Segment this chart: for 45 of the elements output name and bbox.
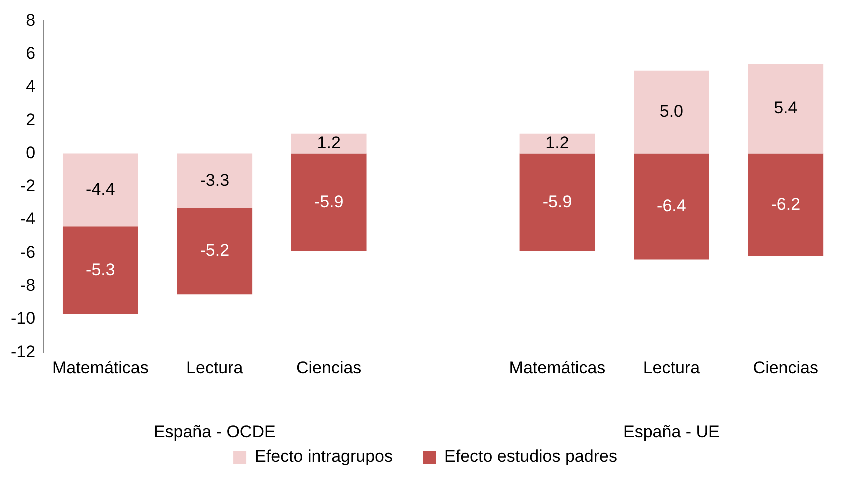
data-label: 1.2 xyxy=(546,134,570,153)
y-tick-label: 8 xyxy=(26,10,36,30)
y-tick-label: 4 xyxy=(26,77,36,96)
bar xyxy=(748,154,824,256)
y-tick-label: -2 xyxy=(20,176,36,196)
bar xyxy=(291,134,367,154)
x-tick-label: Ciencias xyxy=(753,358,818,378)
y-tick-label: 0 xyxy=(26,143,36,162)
bar xyxy=(748,64,824,154)
y-tick-label: -8 xyxy=(20,276,36,296)
x-tick-label: Ciencias xyxy=(296,358,362,378)
y-tick-label: -6 xyxy=(20,242,36,262)
data-label: -3.3 xyxy=(200,170,230,190)
bar xyxy=(634,70,710,154)
data-label: -4.4 xyxy=(86,180,116,199)
bar xyxy=(520,134,596,154)
data-label: 5.0 xyxy=(660,102,684,122)
bar xyxy=(62,154,138,227)
y-tick-label: -4 xyxy=(20,210,36,229)
y-tick-label: -10 xyxy=(10,309,36,328)
data-label: -6.4 xyxy=(657,196,686,216)
text: España - UE xyxy=(624,422,720,442)
bar xyxy=(177,154,253,208)
x-tick-label: Matemáticas xyxy=(509,358,606,378)
bar xyxy=(177,208,253,295)
bar xyxy=(520,154,596,252)
bar xyxy=(62,226,138,314)
data-label: -5.9 xyxy=(314,192,344,212)
x-tick-label: Matemáticas xyxy=(52,358,149,378)
data-label: 1.2 xyxy=(317,134,341,153)
legend-label: Efecto estudios padres xyxy=(444,447,618,466)
data-label: -5.9 xyxy=(542,192,572,212)
bar xyxy=(291,154,367,252)
legend-label: Efecto intragrupos xyxy=(255,447,394,466)
y-tick-label: 2 xyxy=(26,110,36,130)
x-tick-label: Lectura xyxy=(643,358,701,378)
data-label: 5.4 xyxy=(774,98,798,118)
y-tick-label: 6 xyxy=(26,44,36,64)
text: España - OCDE xyxy=(154,422,276,442)
data-label: -5.2 xyxy=(200,241,230,260)
data-label: -6.2 xyxy=(771,194,801,214)
y-tick-label: -12 xyxy=(10,342,36,362)
data-label: -5.3 xyxy=(86,260,116,280)
bar xyxy=(634,154,710,260)
x-tick-label: Lectura xyxy=(186,358,244,378)
